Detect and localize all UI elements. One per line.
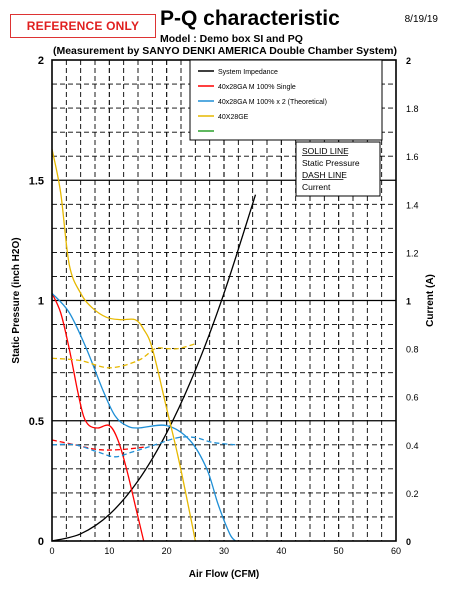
y-right-axis-title: Current (A) [425, 274, 436, 327]
y-right-tick-label: 0.4 [406, 441, 419, 451]
legend-label: 40x28GA M 100% Single [218, 84, 296, 91]
x-tick-label: 20 [162, 546, 172, 556]
y-right-tick-label: 1.2 [406, 248, 419, 258]
model-subtitle: Model : Demo box SI and PQ [160, 33, 303, 45]
x-tick-label: 40 [276, 546, 286, 556]
y-left-tick-label: 0.5 [29, 416, 44, 428]
y-right-tick-label: 1.6 [406, 152, 419, 162]
x-tick-label: 50 [334, 546, 344, 556]
x-tick-label: 60 [391, 546, 401, 556]
line-style-note: SOLID LINE Static Pressure DASH LINE Curren… [295, 141, 381, 197]
measurement-subtitle: (Measurement by SANYO DENKI AMERICA Doub… [52, 45, 398, 57]
note-box [295, 141, 381, 197]
y-right-tick-label: 2 [406, 56, 411, 66]
legend: System Impedance 40x28GA M 100% Single 40x… [189, 59, 383, 141]
series-line-40x28ge-pressure [51, 148, 196, 542]
x-tick-label: 10 [104, 546, 114, 556]
series-line-40x28ga-m-100-x-2-theoretical-pressure [51, 292, 236, 542]
axes: 0 10 20 30 40 50 6000.511.5200.20.40.60.811.21… [11, 55, 436, 580]
legend-label: System Impedance [218, 69, 278, 76]
note-line: SOLID LINE [302, 146, 349, 156]
y-left-tick-label: 1 [38, 296, 44, 308]
note-line: DASH LINE [302, 170, 347, 180]
y-left-axis-title: Static Pressure (inch H2O) [11, 237, 22, 363]
y-right-tick-label: 1 [406, 297, 411, 307]
series-line-40x28ga-m-100-x-2-theoretical-current [51, 436, 236, 458]
legend-label: 40X28GE [218, 114, 249, 121]
series-line-40x28ga-m-100-single-pressure [51, 293, 145, 542]
x-tick-label: 0 [49, 546, 54, 556]
chart-title: P-Q characteristic [160, 7, 340, 30]
y-right-tick-label: 0.2 [406, 489, 419, 499]
reference-only-badge: REFERENCE ONLY [10, 14, 156, 38]
legend-box [189, 59, 383, 141]
note-line: Static Pressure [302, 158, 360, 168]
y-right-tick-label: 0 [406, 537, 411, 547]
y-right-tick-label: 0.8 [406, 345, 419, 355]
date-label: 8/19/19 [404, 14, 438, 25]
legend-label: 40x28GA M 100% x 2 (Theoretical) [218, 99, 327, 106]
series-layer [51, 148, 257, 542]
series-line-40x28ga-m-100-single-current [51, 439, 144, 451]
x-axis-title: Air Flow (CFM) [189, 569, 260, 580]
y-right-tick-label: 0.6 [406, 393, 419, 403]
y-left-tick-label: 2 [38, 55, 44, 67]
y-right-tick-label: 1.8 [406, 104, 419, 114]
y-right-tick-label: 1.4 [406, 200, 419, 210]
y-left-tick-label: 1.5 [29, 175, 44, 187]
y-left-tick-label: 0 [38, 536, 44, 548]
series-line-40x28ge-current [51, 343, 196, 369]
x-tick-label: 30 [219, 546, 229, 556]
series-line-system-impedance-pressure [51, 194, 257, 542]
note-line: Current [302, 182, 331, 192]
